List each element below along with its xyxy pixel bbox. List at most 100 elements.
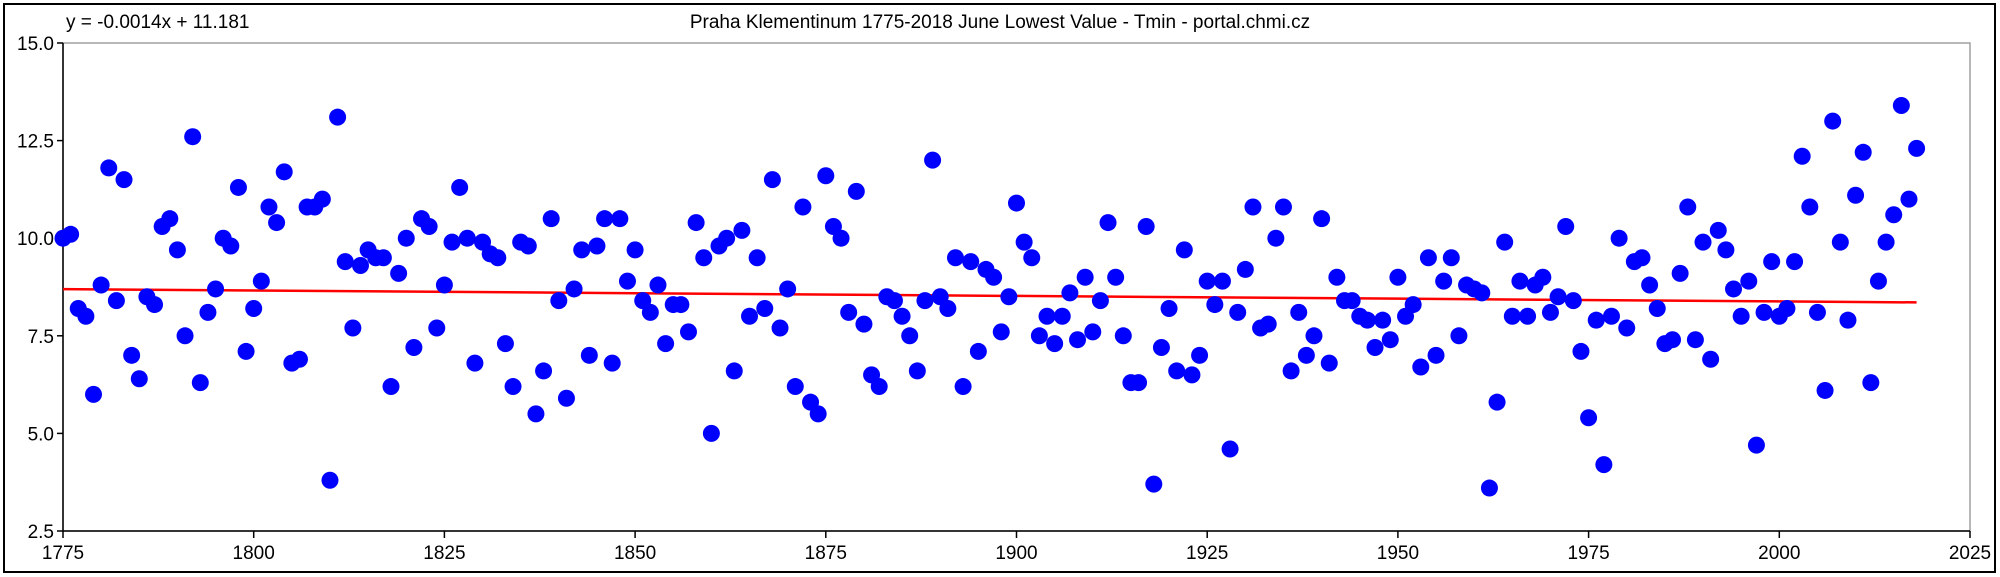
data-point-1917 (1137, 217, 1155, 235)
data-point-1784 (123, 346, 141, 364)
data-point-1993 (1717, 241, 1735, 259)
data-point-1865 (741, 307, 759, 325)
data-point-1801 (252, 272, 270, 290)
data-point-1965 (1503, 307, 1521, 325)
data-point-1920 (1160, 299, 1178, 317)
data-point-1891 (939, 299, 957, 317)
data-point-1924 (1191, 346, 1209, 364)
data-point-1828 (458, 229, 476, 247)
data-point-1888 (916, 292, 934, 310)
data-point-2004 (1801, 198, 1819, 216)
data-point-1793 (191, 374, 209, 392)
data-point-1950 (1389, 268, 1407, 286)
data-point-1963 (1488, 393, 1506, 411)
data-point-1907 (1061, 284, 1079, 302)
data-point-1778 (77, 307, 95, 325)
data-point-1994 (1725, 280, 1743, 298)
data-point-2017 (1900, 190, 1918, 208)
data-point-1836 (519, 237, 537, 255)
data-point-1971 (1549, 288, 1567, 306)
data-point-2005 (1808, 303, 1826, 321)
data-point-1800 (245, 299, 263, 317)
data-point-1961 (1473, 284, 1491, 302)
x-tick-label: 2000 (1758, 543, 1800, 564)
data-point-1832 (489, 249, 507, 267)
data-point-1955 (1427, 346, 1445, 364)
data-point-1984 (1648, 299, 1666, 317)
data-point-1952 (1404, 296, 1422, 314)
data-point-1884 (885, 292, 903, 310)
data-point-1969 (1534, 268, 1552, 286)
data-point-1909 (1076, 268, 1094, 286)
y-tick-label: 7.5 (28, 327, 54, 348)
data-point-1910 (1084, 323, 1102, 341)
data-point-1791 (176, 327, 194, 345)
data-point-1877 (832, 229, 850, 247)
data-point-1871 (786, 378, 804, 396)
data-point-1938 (1297, 346, 1315, 364)
x-tick-label: 2025 (1949, 543, 1991, 564)
data-point-1779 (85, 385, 103, 403)
data-point-1782 (107, 292, 125, 310)
x-tick-label: 1775 (42, 543, 84, 564)
y-tick-label: 15.0 (17, 34, 54, 55)
data-point-1940 (1313, 210, 1331, 228)
data-point-1901 (1015, 233, 1033, 251)
data-point-1872 (794, 198, 812, 216)
data-point-1893 (954, 378, 972, 396)
data-point-1819 (390, 264, 408, 282)
data-point-1837 (527, 405, 545, 423)
x-tick-label: 1975 (1567, 543, 1609, 564)
data-point-1787 (146, 296, 164, 314)
data-point-1904 (1038, 307, 1056, 325)
x-tick-label: 1900 (995, 543, 1037, 564)
data-point-1843 (573, 241, 591, 259)
data-point-2016 (1892, 96, 1910, 114)
data-point-1931 (1244, 198, 1262, 216)
data-point-1916 (1130, 374, 1148, 392)
data-point-1966 (1511, 272, 1529, 290)
data-point-1996 (1740, 272, 1758, 290)
data-point-1813 (344, 319, 362, 337)
data-point-1899 (1000, 288, 1018, 306)
data-point-1825 (435, 276, 453, 294)
data-point-1970 (1541, 303, 1559, 321)
data-point-1925 (1198, 272, 1216, 290)
data-point-1858 (687, 214, 705, 232)
data-point-1868 (763, 171, 781, 189)
data-point-1936 (1282, 362, 1300, 380)
data-point-1892 (946, 249, 964, 267)
data-point-1937 (1290, 303, 1308, 321)
data-point-1810 (321, 471, 339, 489)
data-point-1880 (855, 315, 873, 333)
data-point-1797 (222, 237, 240, 255)
data-point-1841 (557, 389, 575, 407)
data-point-1823 (420, 217, 438, 235)
data-point-1987 (1671, 264, 1689, 282)
data-point-1988 (1679, 198, 1697, 216)
data-point-1906 (1053, 307, 1071, 325)
data-point-1785 (130, 370, 148, 388)
data-point-1839 (542, 210, 560, 228)
data-point-1935 (1274, 198, 1292, 216)
data-point-1776 (62, 225, 80, 243)
data-point-1820 (397, 229, 415, 247)
data-point-1870 (779, 280, 797, 298)
data-point-1803 (268, 214, 286, 232)
data-point-1997 (1747, 436, 1765, 454)
data-point-1809 (313, 190, 331, 208)
data-point-2008 (1831, 233, 1849, 251)
chart-title: Praha Klementinum 1775-2018 June Lowest … (690, 12, 1310, 33)
trendline (62, 287, 1917, 304)
data-point-1989 (1686, 331, 1704, 349)
data-point-1939 (1305, 327, 1323, 345)
y-tick-label: 5.0 (28, 424, 54, 445)
data-point-1792 (184, 128, 202, 146)
data-point-1866 (748, 249, 766, 267)
data-point-1990 (1694, 233, 1712, 251)
data-point-1795 (207, 280, 225, 298)
data-point-1949 (1381, 331, 1399, 349)
x-tick-label: 1825 (423, 543, 465, 564)
data-point-1864 (733, 221, 751, 239)
